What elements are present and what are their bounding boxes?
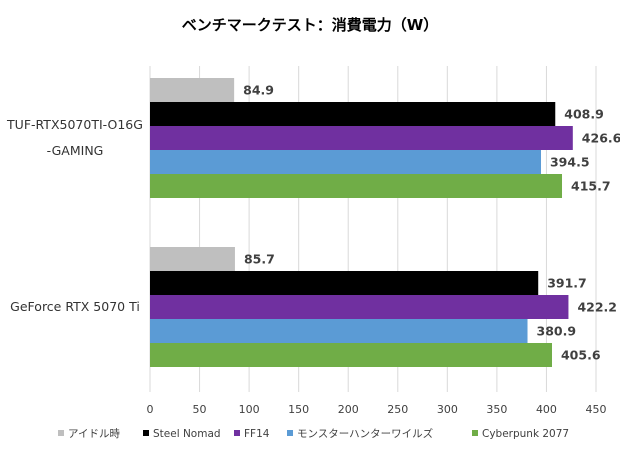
bar-1-group-2 bbox=[150, 247, 235, 271]
bar-3-group-1 bbox=[150, 126, 573, 150]
data-label: 408.9 bbox=[564, 107, 604, 122]
x-tick-label: 150 bbox=[288, 403, 309, 416]
bar-2-group-1 bbox=[150, 102, 556, 126]
x-tick-label: 200 bbox=[338, 403, 359, 416]
category-label: TUF-RTX5070TI-O16G bbox=[6, 117, 143, 132]
category-label: GeForce RTX 5070 Ti bbox=[10, 299, 140, 314]
bar-3-group-2 bbox=[150, 295, 569, 319]
x-tick-label: 300 bbox=[437, 403, 458, 416]
data-label: 422.2 bbox=[577, 300, 617, 315]
legend-label: FF14 bbox=[244, 428, 270, 440]
bar-1-group-1 bbox=[150, 78, 235, 102]
bar-2-group-2 bbox=[150, 271, 539, 295]
legend-label: Steel Nomad bbox=[153, 428, 221, 440]
legend-swatch bbox=[58, 430, 64, 436]
data-label: 415.7 bbox=[571, 179, 611, 194]
x-tick-label: 250 bbox=[387, 403, 408, 416]
legend-label: Cyberpunk 2077 bbox=[482, 428, 569, 440]
legend-swatch bbox=[234, 430, 240, 436]
bar-4-group-1 bbox=[150, 150, 541, 174]
bar-5-group-2 bbox=[150, 343, 552, 367]
bar-4-group-2 bbox=[150, 319, 528, 343]
data-label: 84.9 bbox=[243, 83, 274, 98]
legend-swatch bbox=[472, 430, 478, 436]
category-label: -GAMING bbox=[47, 143, 104, 158]
x-tick-label: 400 bbox=[536, 403, 557, 416]
legend-label: モンスターハンターワイルズ bbox=[297, 427, 433, 440]
legend-swatch bbox=[143, 430, 149, 436]
x-tick-label: 0 bbox=[147, 403, 154, 416]
data-label: 380.9 bbox=[537, 324, 577, 339]
legend-swatch bbox=[287, 430, 293, 436]
data-label: 426.6 bbox=[582, 131, 620, 146]
chart-title: ベンチマークテスト：消費電力（W） bbox=[182, 16, 439, 34]
x-tick-label: 50 bbox=[193, 403, 207, 416]
bar-5-group-1 bbox=[150, 174, 563, 198]
legend-label: アイドル時 bbox=[68, 428, 120, 440]
x-tick-label: 100 bbox=[239, 403, 260, 416]
data-label: 394.5 bbox=[550, 155, 590, 170]
x-tick-label: 450 bbox=[586, 403, 607, 416]
data-label: 405.6 bbox=[561, 348, 601, 363]
data-label: 85.7 bbox=[244, 252, 275, 267]
data-label: 391.7 bbox=[547, 276, 587, 291]
x-tick-label: 350 bbox=[486, 403, 507, 416]
